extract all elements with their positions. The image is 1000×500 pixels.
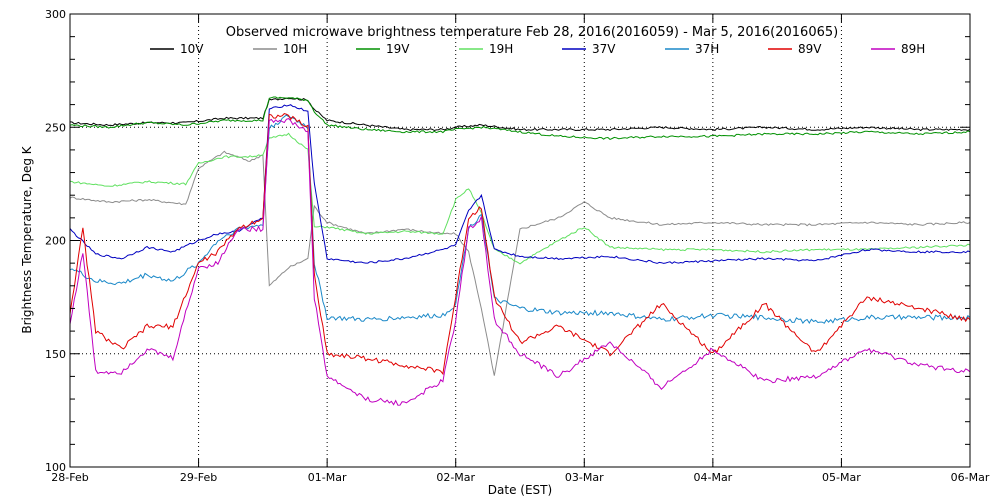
series-layer [69,96,971,406]
y-tick-label: 250 [45,121,66,134]
legend-label-10V: 10V [180,42,204,56]
legend-label-37V: 37V [592,42,616,56]
y-tick-label: 200 [45,235,66,248]
x-tick-label: 03-Mar [565,471,604,484]
legend-label-19H: 19H [489,42,513,56]
x-tick-label: 05-Mar [822,471,861,484]
series-line-19V [69,96,971,140]
chart-title: Observed microwave brightness temperatur… [226,25,838,40]
legend: 10V 10H 19V 19H 37V 37H 89V 89H [150,42,925,56]
x-tick-label: 28-Feb [51,471,88,484]
x-tick-labels: 28-Feb 29-Feb 01-Mar 02-Mar 03-Mar 04-Mar 05-M… [51,471,990,484]
y-tick-labels: 100 150 200 250 300 [45,8,66,474]
x-axis-label: Date (EST) [488,483,552,497]
y-tick-label: 150 [45,348,66,361]
series-line-37V [69,104,971,265]
series-line-10H [69,150,971,376]
legend-label-37H: 37H [695,42,719,56]
y-tick-label: 300 [45,8,66,21]
legend-label-89H: 89H [901,42,925,56]
legend-label-89V: 89V [798,42,822,56]
y-axis-label: Brightness Temperature, Deg K [20,145,34,333]
legend-label-10H: 10H [283,42,307,56]
series-line-89V [69,113,971,376]
ticks [69,13,971,468]
x-tick-label: 02-Mar [436,471,475,484]
series-line-10V [69,97,971,132]
x-tick-label: 29-Feb [180,471,217,484]
series-line-19H [69,132,971,265]
grid [70,14,970,467]
series-line-89H [69,118,971,406]
legend-label-19V: 19V [386,42,410,56]
x-tick-label: 01-Mar [308,471,347,484]
x-tick-label: 04-Mar [693,471,732,484]
x-tick-label: 06-Mar [951,471,990,484]
series-line-37H [69,114,971,324]
y-tick-label: 100 [45,461,66,474]
